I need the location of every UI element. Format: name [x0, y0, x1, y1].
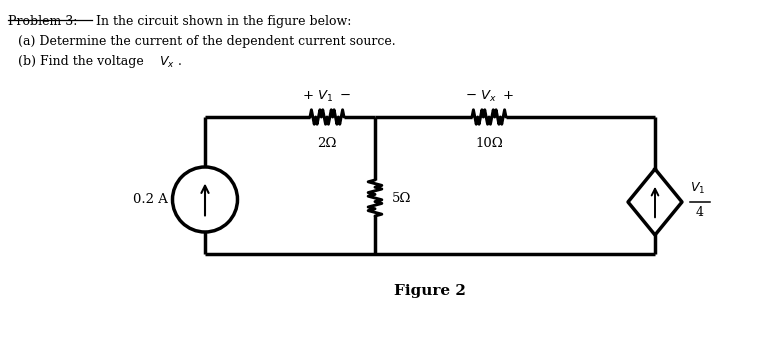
Text: $V_1$: $V_1$	[690, 181, 705, 196]
Text: (b) Find the voltage: (b) Find the voltage	[18, 55, 148, 68]
Text: .: .	[177, 55, 181, 68]
Text: $V_x$: $V_x$	[159, 55, 175, 70]
Text: Problem 3:: Problem 3:	[8, 15, 77, 28]
Text: $+\ V_1\ -$: $+\ V_1\ -$	[303, 89, 351, 104]
Text: (a) Determine the current of the dependent current source.: (a) Determine the current of the depende…	[18, 35, 396, 48]
Polygon shape	[628, 169, 682, 235]
Text: 10Ω: 10Ω	[475, 137, 503, 150]
Text: Figure 2: Figure 2	[394, 284, 466, 298]
Text: 2Ω: 2Ω	[317, 137, 337, 150]
Text: 0.2 A: 0.2 A	[132, 193, 167, 206]
Text: 4: 4	[696, 206, 704, 219]
Text: In the circuit shown in the figure below:: In the circuit shown in the figure below…	[92, 15, 351, 28]
Text: 5Ω: 5Ω	[392, 191, 411, 205]
Text: $-\ V_x\ +$: $-\ V_x\ +$	[464, 89, 513, 104]
